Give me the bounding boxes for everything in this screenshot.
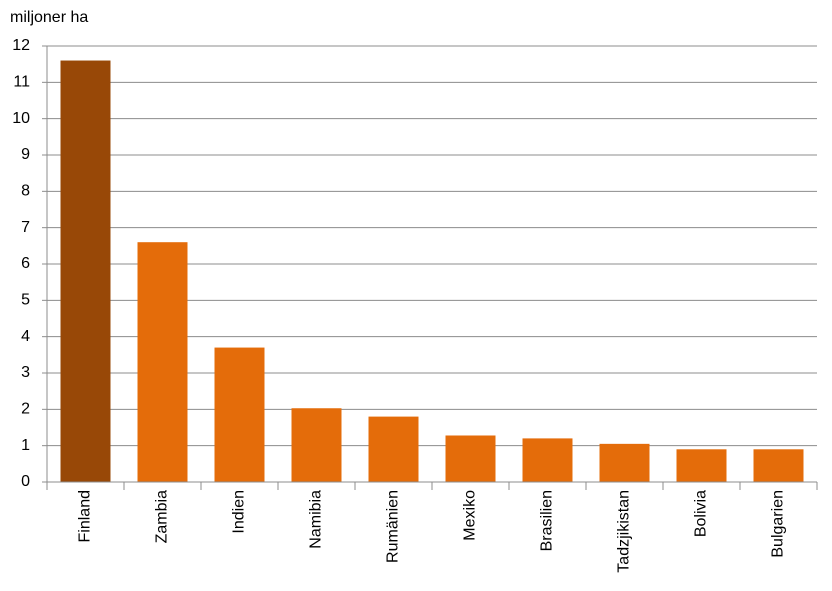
y-tick-label: 11 bbox=[13, 74, 30, 91]
y-tick-label: 9 bbox=[21, 146, 30, 163]
x-tick-label: Bolivia bbox=[693, 490, 710, 537]
x-tick-label: Tadzjikistan bbox=[616, 490, 633, 573]
y-tick-label: 0 bbox=[21, 473, 30, 490]
y-tick-label: 1 bbox=[21, 437, 30, 454]
bar bbox=[291, 408, 342, 482]
bar bbox=[753, 449, 804, 482]
y-tick-label: 12 bbox=[12, 37, 30, 54]
y-tick-label: 10 bbox=[12, 110, 30, 127]
y-tick-label: 8 bbox=[21, 183, 30, 200]
bar bbox=[137, 242, 188, 482]
bar bbox=[368, 416, 419, 482]
x-tick-label: Bulgarien bbox=[770, 490, 787, 558]
x-tick-label: Namibia bbox=[308, 490, 325, 549]
bar bbox=[60, 60, 111, 483]
bar bbox=[445, 435, 496, 482]
x-tick-label: Finland bbox=[77, 490, 94, 542]
y-tick-label: 2 bbox=[21, 401, 30, 418]
x-tick-label: Brasilien bbox=[539, 490, 556, 551]
x-tick-label: Zambia bbox=[154, 490, 171, 543]
y-tick-label: 3 bbox=[21, 364, 30, 381]
bar bbox=[214, 347, 265, 482]
bar bbox=[599, 443, 650, 482]
x-tick-label: Indien bbox=[231, 490, 248, 534]
bar bbox=[676, 449, 727, 482]
x-tick-label: Mexiko bbox=[462, 490, 479, 541]
y-axis-label: miljoner ha bbox=[10, 9, 88, 26]
y-tick-label: 4 bbox=[21, 328, 30, 345]
y-tick-label: 5 bbox=[21, 292, 30, 309]
y-tick-label: 7 bbox=[21, 219, 30, 236]
x-tick-label: Rumänien bbox=[385, 490, 402, 563]
bar bbox=[522, 438, 573, 482]
y-tick-label: 6 bbox=[21, 255, 30, 272]
